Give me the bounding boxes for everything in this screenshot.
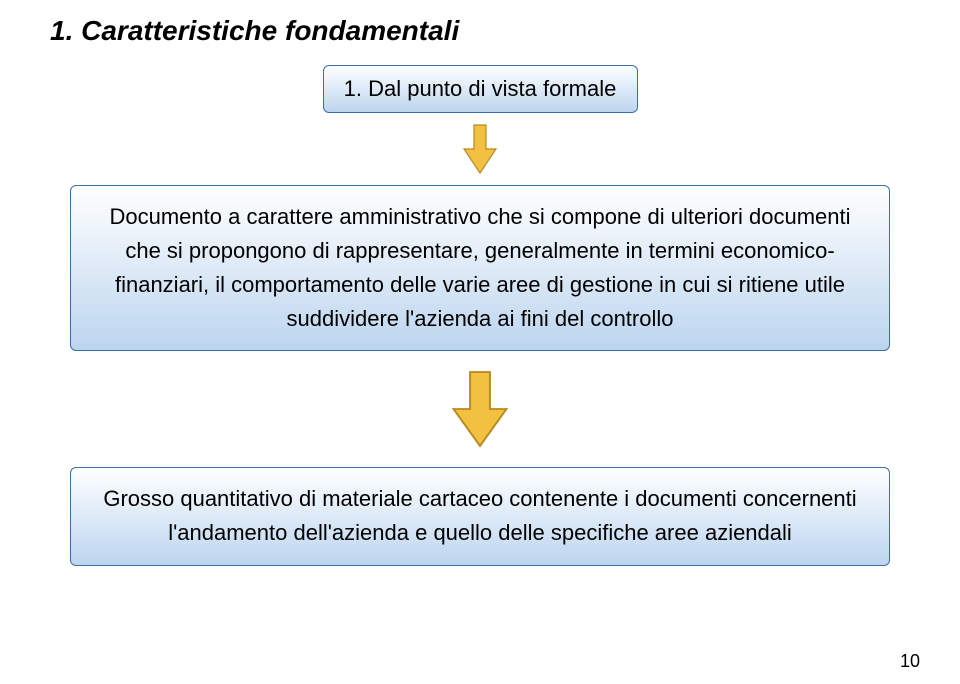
down-arrow-icon [460,123,500,175]
arrow-1-wrap [50,123,910,175]
box-punto-di-vista: 1. Dal punto di vista formale [323,65,638,113]
box-definizione: Documento a carattere amministrativo che… [70,185,890,351]
page-number: 10 [900,651,920,672]
page-title: 1. Caratteristiche fondamentali [50,15,910,47]
box-materiale: Grosso quantitativo di materiale cartace… [70,467,890,565]
down-arrow-icon [447,369,513,449]
arrow-2-wrap [50,369,910,449]
slide-page: 1. Caratteristiche fondamentali 1. Dal p… [0,0,960,684]
